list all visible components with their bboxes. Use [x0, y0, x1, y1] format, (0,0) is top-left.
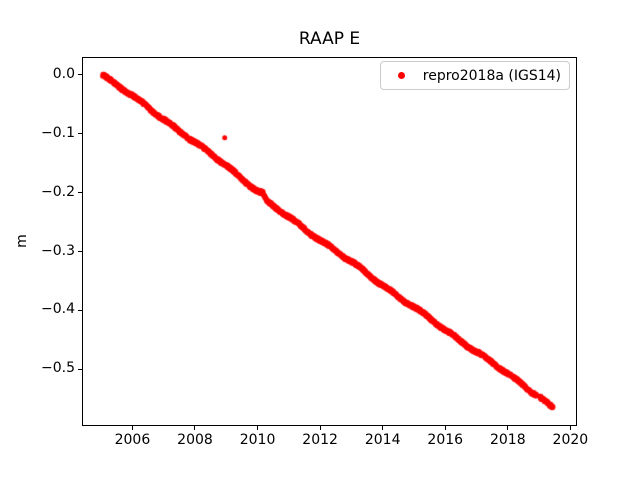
x-tick-label: 2014 [364, 432, 401, 448]
legend-entry-label: repro2018a (IGS14) [422, 67, 561, 84]
y-tick-mark [78, 251, 82, 252]
x-tick-mark [194, 426, 196, 430]
scatter-canvas [83, 58, 576, 425]
x-tick-label: 2006 [114, 432, 151, 448]
x-tick-mark [131, 426, 133, 430]
x-tick-label: 2008 [177, 432, 213, 448]
x-tick-label: 2018 [489, 432, 526, 448]
x-tick-label: 2012 [302, 432, 338, 448]
y-tick-label: −0.2 [41, 183, 75, 200]
x-tick-mark [569, 426, 571, 430]
y-tick-mark [78, 368, 82, 370]
x-tick-label: 2010 [239, 432, 276, 448]
plot-area: repro2018a (IGS14) [82, 57, 577, 426]
chart-title: RAAP E [298, 29, 361, 49]
x-tick-mark [319, 426, 321, 430]
x-tick-mark [507, 426, 509, 430]
y-tick-label: 0.0 [52, 65, 75, 82]
x-tick-label: 2016 [427, 432, 464, 448]
x-tick-mark [382, 426, 384, 430]
y-tick-mark [78, 192, 82, 194]
legend-marker-icon [381, 72, 423, 79]
y-tick-label: −0.5 [41, 360, 75, 377]
y-tick-label: −0.1 [41, 124, 75, 141]
x-tick-mark [257, 426, 259, 430]
y-tick-mark [78, 309, 82, 311]
y-tick-label: −0.4 [41, 301, 75, 318]
y-tick-mark [78, 133, 82, 135]
legend: repro2018a (IGS14) [379, 61, 570, 90]
y-tick-mark [78, 74, 82, 76]
x-tick-label: 2020 [552, 432, 589, 448]
x-tick-mark [444, 426, 446, 430]
y-tick-label: −0.3 [41, 242, 75, 259]
